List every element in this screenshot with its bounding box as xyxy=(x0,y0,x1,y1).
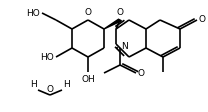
Text: HO: HO xyxy=(27,9,40,17)
Text: N: N xyxy=(121,42,128,51)
Text: O: O xyxy=(47,85,53,94)
Text: HO: HO xyxy=(41,53,54,61)
Text: O: O xyxy=(117,8,124,17)
Text: O: O xyxy=(84,8,92,17)
Text: H: H xyxy=(30,80,37,89)
Text: O: O xyxy=(137,69,144,78)
Text: OH: OH xyxy=(81,75,95,84)
Text: O: O xyxy=(199,15,206,24)
Text: H: H xyxy=(63,80,70,89)
Polygon shape xyxy=(104,19,121,29)
